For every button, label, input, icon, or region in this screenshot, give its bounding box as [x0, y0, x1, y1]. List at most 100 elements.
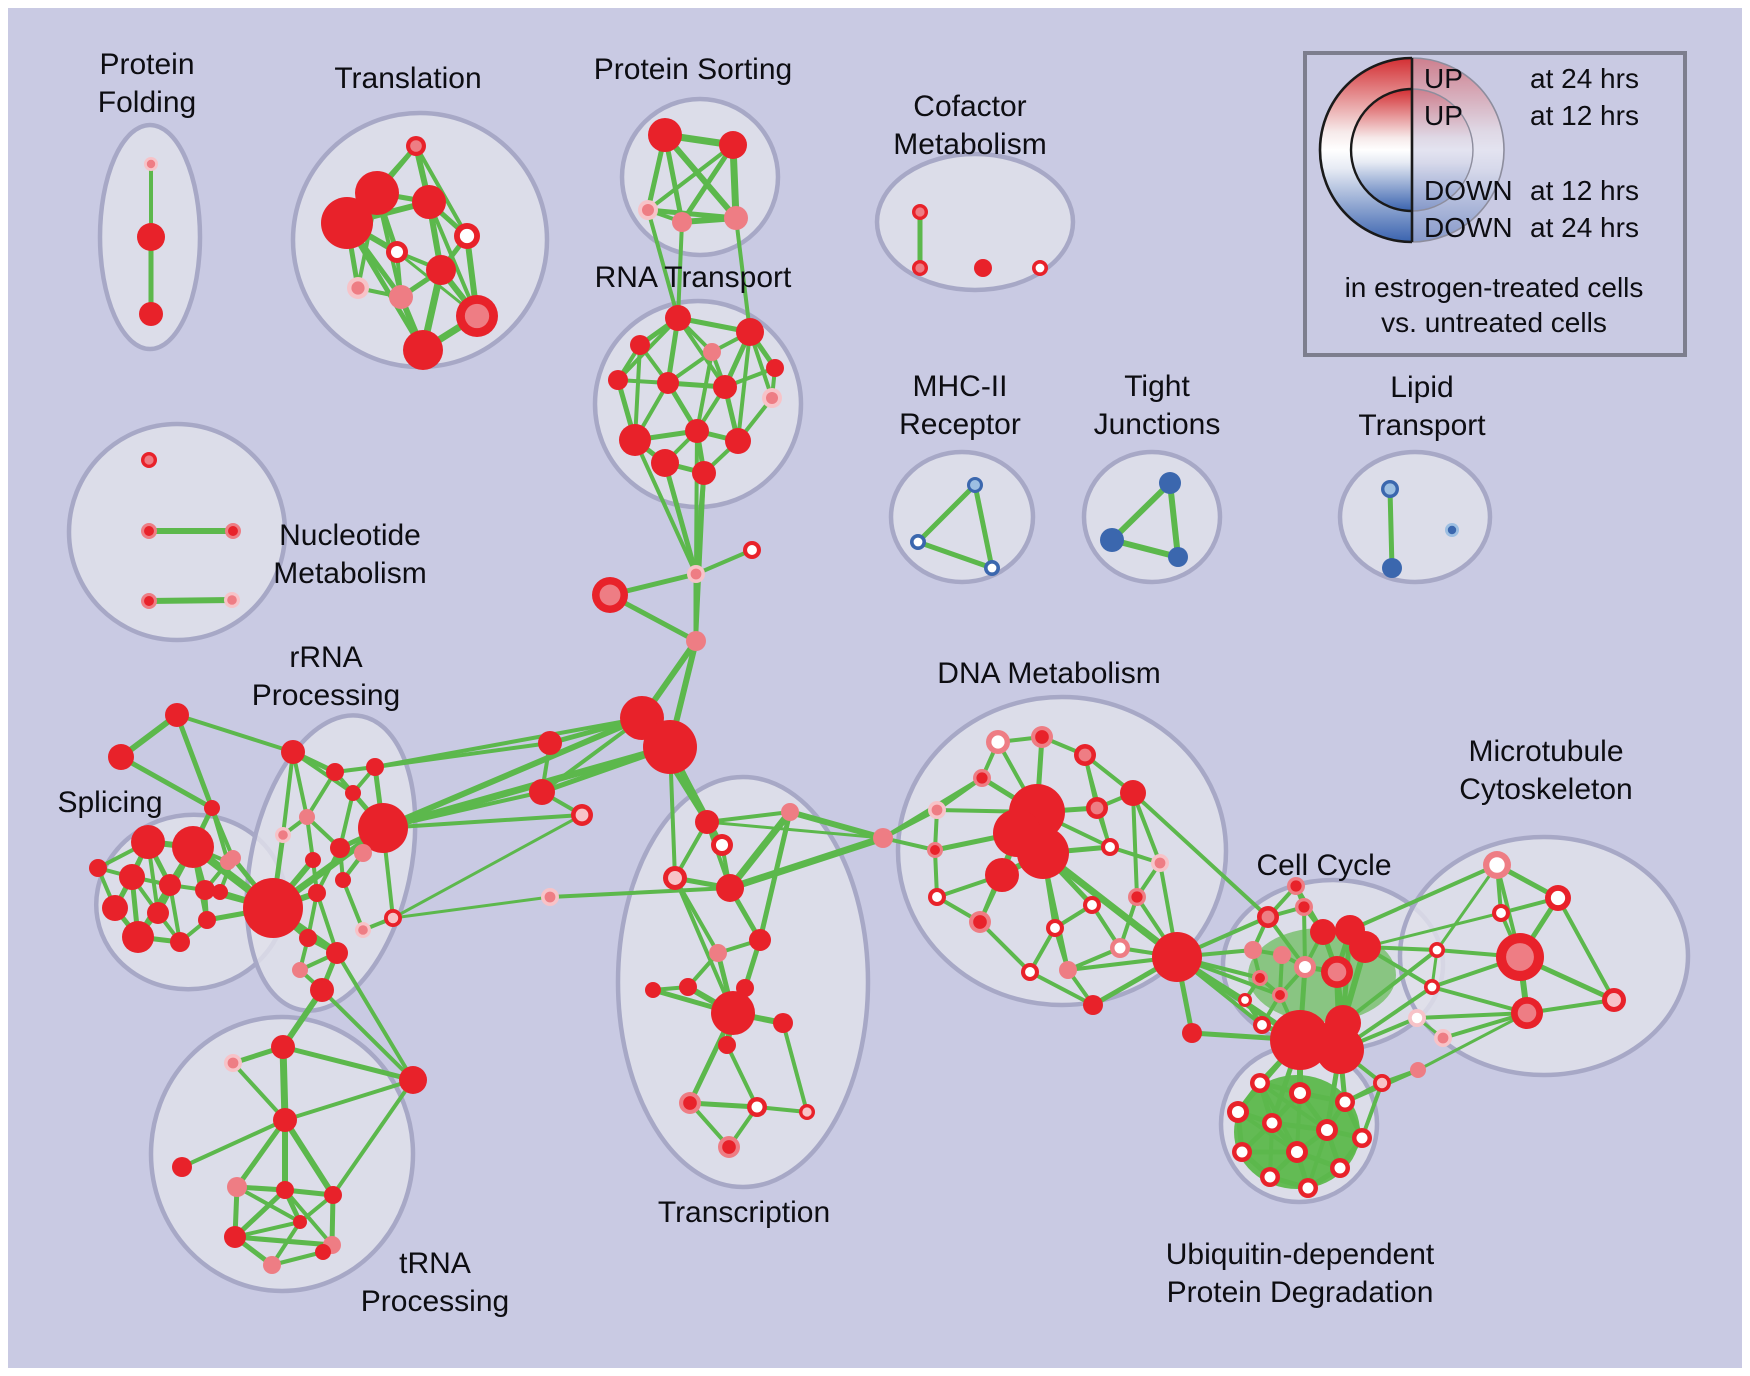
- node-circle: [1506, 943, 1534, 971]
- network-node: [1410, 1062, 1426, 1078]
- network-node: [1110, 938, 1130, 958]
- node-circle: [599, 584, 621, 606]
- network-node: [225, 523, 241, 539]
- node-circle: [973, 915, 987, 929]
- network-link-edge: [694, 471, 706, 643]
- node-circle: [1437, 1032, 1449, 1044]
- network-edge: [341, 878, 365, 932]
- network-node: [719, 131, 747, 159]
- network-node: [326, 942, 348, 964]
- network-node: [1260, 1167, 1280, 1187]
- node-circle: [915, 207, 925, 217]
- network-link-edge: [373, 716, 644, 769]
- network-node: [1100, 528, 1124, 552]
- network-node: [985, 858, 1019, 892]
- network-node: [276, 1181, 294, 1199]
- node-circle: [976, 772, 988, 784]
- node-circle: [459, 228, 475, 244]
- network-edge: [1131, 791, 1139, 899]
- network-node: [386, 241, 408, 263]
- node-circle: [1035, 263, 1045, 273]
- network-node: [718, 1136, 740, 1158]
- node-circle: [1152, 932, 1202, 982]
- node-circle: [108, 744, 134, 770]
- node-circle: [1432, 945, 1442, 955]
- node-circle: [1325, 1005, 1361, 1041]
- network-edge: [232, 1234, 335, 1248]
- network-edge: [118, 754, 215, 811]
- node-circle: [146, 159, 156, 169]
- node-circle: [315, 1244, 331, 1260]
- cluster-label-protein-sorting-line0: Protein Sorting: [594, 53, 792, 86]
- legend-direction-label: UP: [1424, 100, 1463, 131]
- network-link-edge: [1416, 1011, 1529, 1072]
- network-edge: [232, 1187, 288, 1240]
- network-edge: [915, 539, 995, 571]
- node-circle: [709, 944, 727, 962]
- network-node: [1330, 1158, 1350, 1178]
- network-node: [1349, 931, 1381, 963]
- network-node: [224, 592, 240, 608]
- legend-direction-label: DOWN: [1424, 212, 1513, 243]
- node-circle: [665, 305, 691, 331]
- network-node: [299, 929, 317, 947]
- node-circle: [1427, 982, 1437, 992]
- node-circle: [749, 929, 771, 951]
- network-edge: [281, 750, 295, 837]
- node-circle: [766, 392, 778, 404]
- network-node: [1270, 1010, 1330, 1070]
- node-circle: [643, 720, 697, 774]
- node-circle: [410, 140, 422, 152]
- cluster-label-rna-transport-line0: RNA Transport: [595, 261, 792, 294]
- network-node: [122, 921, 154, 953]
- network-node: [1294, 956, 1316, 978]
- network-node: [692, 461, 716, 485]
- node-circle: [131, 825, 165, 859]
- node-circle: [970, 480, 980, 490]
- cluster-label-rrna-processing-line1: Processing: [252, 679, 400, 712]
- node-circle: [1255, 973, 1265, 983]
- network-node: [679, 978, 697, 996]
- cluster-label-ubiquitin-degradation-line1: Protein Degradation: [1167, 1276, 1434, 1309]
- network-edge: [687, 1100, 760, 1110]
- network-link-edge: [1363, 911, 1503, 949]
- network-node: [1325, 1005, 1361, 1041]
- node-circle: [713, 375, 737, 399]
- network-node: [1289, 1082, 1311, 1104]
- node-circle: [412, 185, 446, 219]
- node-circle: [195, 880, 215, 900]
- legend-outer-arc-right: [1411, 57, 1505, 243]
- network-link-edge: [1348, 863, 1499, 932]
- node-circle: [608, 370, 628, 390]
- node-circle: [1261, 910, 1275, 924]
- node-circle: [1517, 1003, 1537, 1023]
- network-node: [1159, 472, 1181, 494]
- cluster-label-ubiquitin-degradation-line0: Ubiquitin-dependent: [1166, 1238, 1435, 1271]
- node-circle: [1327, 962, 1347, 982]
- network-link-edge: [694, 429, 699, 576]
- legend-outer-arc-left: [1318, 56, 1413, 244]
- cluster-label-splicing-line0: Splicing: [57, 786, 162, 819]
- node-circle: [1100, 528, 1124, 552]
- node-circle: [985, 858, 1019, 892]
- network-node: [1310, 919, 1336, 945]
- node-circle: [278, 830, 288, 840]
- node-circle: [751, 1101, 763, 1113]
- network-node: [713, 375, 737, 399]
- network-node: [1352, 1128, 1372, 1148]
- node-circle: [119, 864, 145, 890]
- network-node: [1168, 547, 1188, 567]
- network-node: [347, 277, 369, 299]
- cluster-label-tight-junctions-line0: Tight: [1124, 370, 1190, 403]
- node-circle: [137, 223, 165, 251]
- node-circle: [299, 809, 315, 825]
- network-node: [1252, 970, 1268, 986]
- network-node: [172, 826, 214, 868]
- node-circle: [645, 982, 661, 998]
- node-circle: [736, 318, 764, 346]
- network-edge: [705, 810, 792, 824]
- node-circle: [668, 871, 682, 885]
- node-circle: [355, 171, 399, 215]
- network-edge: [280, 1044, 416, 1083]
- network-link-edge: [1039, 849, 1181, 961]
